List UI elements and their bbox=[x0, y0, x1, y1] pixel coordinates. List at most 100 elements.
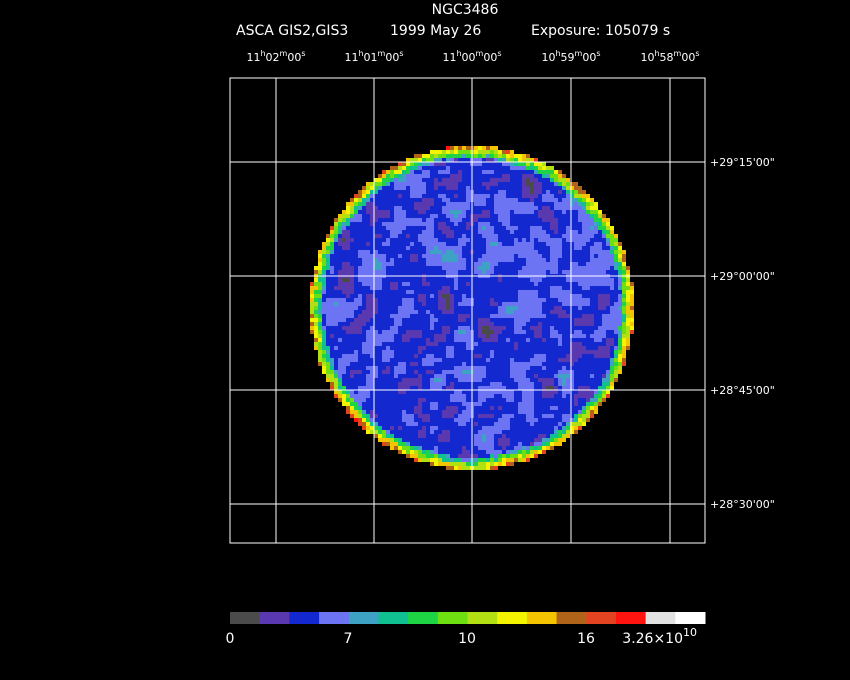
image-pixel bbox=[490, 338, 494, 342]
image-pixel bbox=[354, 390, 358, 394]
image-pixel bbox=[574, 306, 578, 310]
image-pixel bbox=[478, 378, 482, 382]
image-pixel bbox=[458, 210, 462, 214]
image-pixel bbox=[498, 394, 502, 398]
image-pixel bbox=[318, 342, 322, 346]
image-pixel bbox=[450, 318, 454, 322]
image-pixel bbox=[566, 262, 570, 266]
image-pixel bbox=[554, 350, 558, 354]
image-pixel bbox=[494, 382, 498, 386]
image-pixel bbox=[518, 154, 522, 158]
image-pixel bbox=[382, 426, 386, 430]
image-pixel bbox=[366, 322, 370, 326]
image-pixel bbox=[394, 402, 398, 406]
image-pixel bbox=[522, 226, 526, 230]
image-pixel bbox=[506, 182, 510, 186]
image-pixel bbox=[326, 278, 330, 282]
image-pixel bbox=[422, 306, 426, 310]
image-pixel bbox=[610, 314, 614, 318]
image-pixel bbox=[422, 378, 426, 382]
image-pixel bbox=[570, 194, 574, 198]
image-pixel bbox=[418, 194, 422, 198]
image-pixel bbox=[354, 410, 358, 414]
image-pixel bbox=[550, 170, 554, 174]
image-pixel bbox=[422, 430, 426, 434]
image-pixel bbox=[334, 330, 338, 334]
image-pixel bbox=[398, 438, 402, 442]
image-pixel bbox=[562, 310, 566, 314]
image-pixel bbox=[530, 246, 534, 250]
image-pixel bbox=[434, 382, 438, 386]
image-pixel bbox=[342, 270, 346, 274]
image-pixel bbox=[446, 150, 450, 154]
image-pixel bbox=[426, 390, 430, 394]
image-pixel bbox=[582, 302, 586, 306]
image-pixel bbox=[330, 314, 334, 318]
image-pixel bbox=[570, 226, 574, 230]
image-pixel bbox=[398, 394, 402, 398]
image-pixel bbox=[426, 326, 430, 330]
image-pixel bbox=[482, 342, 486, 346]
image-pixel bbox=[570, 358, 574, 362]
image-pixel bbox=[510, 278, 514, 282]
image-pixel bbox=[394, 410, 398, 414]
image-pixel bbox=[482, 354, 486, 358]
image-pixel bbox=[358, 218, 362, 222]
image-pixel bbox=[450, 334, 454, 338]
image-pixel bbox=[458, 262, 462, 266]
image-pixel bbox=[494, 414, 498, 418]
image-pixel bbox=[446, 414, 450, 418]
image-pixel bbox=[494, 314, 498, 318]
image-pixel bbox=[558, 202, 562, 206]
image-pixel bbox=[518, 334, 522, 338]
image-pixel bbox=[558, 366, 562, 370]
image-pixel bbox=[574, 322, 578, 326]
image-pixel bbox=[574, 298, 578, 302]
image-pixel bbox=[354, 402, 358, 406]
image-pixel bbox=[542, 358, 546, 362]
image-pixel bbox=[366, 354, 370, 358]
image-pixel bbox=[382, 246, 386, 250]
image-pixel bbox=[466, 266, 470, 270]
image-pixel bbox=[358, 358, 362, 362]
image-pixel bbox=[342, 266, 346, 270]
image-pixel bbox=[602, 250, 606, 254]
image-pixel bbox=[390, 250, 394, 254]
image-pixel bbox=[594, 358, 598, 362]
image-pixel bbox=[430, 282, 434, 286]
image-pixel bbox=[442, 154, 446, 158]
image-pixel bbox=[486, 370, 490, 374]
image-pixel bbox=[566, 238, 570, 242]
image-pixel bbox=[378, 302, 382, 306]
image-pixel bbox=[618, 278, 622, 282]
image-pixel bbox=[382, 310, 386, 314]
image-pixel bbox=[498, 282, 502, 286]
image-pixel bbox=[346, 290, 350, 294]
image-pixel bbox=[418, 286, 422, 290]
image-pixel bbox=[542, 334, 546, 338]
image-pixel bbox=[390, 278, 394, 282]
image-pixel bbox=[454, 282, 458, 286]
image-pixel bbox=[490, 422, 494, 426]
image-pixel bbox=[550, 350, 554, 354]
image-pixel bbox=[566, 346, 570, 350]
image-pixel bbox=[422, 438, 426, 442]
image-pixel bbox=[566, 398, 570, 402]
image-pixel bbox=[518, 254, 522, 258]
image-pixel bbox=[490, 202, 494, 206]
image-pixel bbox=[446, 254, 450, 258]
image-pixel bbox=[410, 318, 414, 322]
image-pixel bbox=[606, 342, 610, 346]
image-pixel bbox=[342, 382, 346, 386]
image-pixel bbox=[414, 262, 418, 266]
image-pixel bbox=[614, 242, 618, 246]
image-pixel bbox=[474, 302, 478, 306]
image-pixel bbox=[618, 354, 622, 358]
image-pixel bbox=[478, 322, 482, 326]
image-pixel bbox=[534, 286, 538, 290]
image-pixel bbox=[490, 322, 494, 326]
image-pixel bbox=[542, 290, 546, 294]
image-pixel bbox=[426, 166, 430, 170]
image-pixel bbox=[502, 306, 506, 310]
image-pixel bbox=[562, 406, 566, 410]
